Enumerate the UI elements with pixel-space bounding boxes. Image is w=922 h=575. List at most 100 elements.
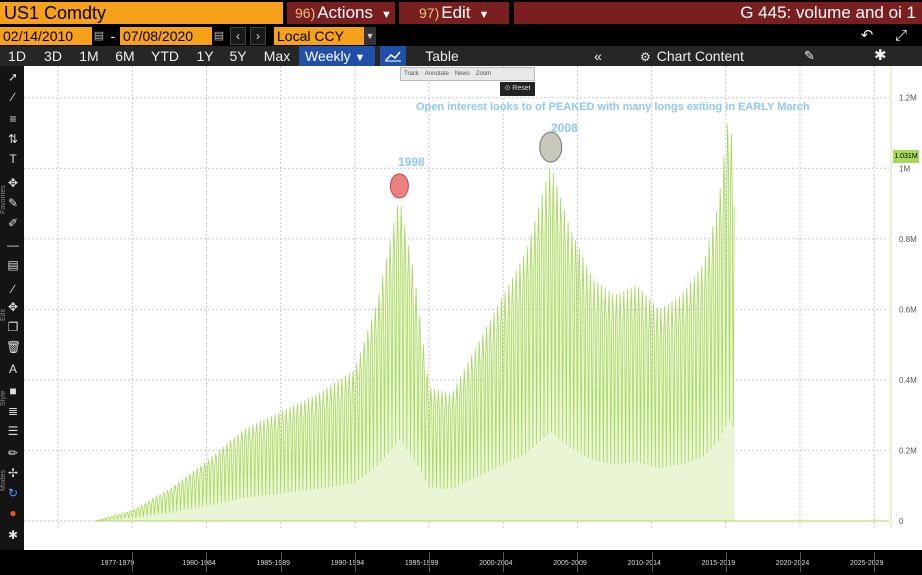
color-mode-icon[interactable]: ●	[9, 506, 17, 520]
currency-dropdown-icon[interactable]: ▼	[364, 27, 376, 45]
y-tick-label: 0.2M	[899, 446, 917, 455]
annotation-2008-label: 2008	[551, 121, 578, 135]
actions-label: Actions	[317, 3, 373, 22]
x-tick-separator	[874, 552, 876, 572]
annotation-peak-text: Open interest looks to of PEAKED with ma…	[416, 101, 810, 113]
pointer-tool-icon[interactable]: ➚	[7, 70, 19, 84]
line-tool-icon[interactable]: ∕	[11, 90, 14, 104]
y-tick-label: 0.6M	[899, 305, 917, 314]
edit-label: Edit	[441, 3, 471, 22]
text-tool-icon[interactable]: T	[9, 152, 17, 166]
x-tick-label: 2020-2024	[775, 560, 810, 567]
x-tick-label: 2025-2029	[849, 560, 884, 567]
panel-settings-icon[interactable]: ✱	[7, 528, 19, 542]
copy-tool-icon[interactable]: ❐	[7, 320, 19, 334]
period-3d[interactable]: 3D	[44, 48, 62, 64]
annotation-1998-label: 1998	[398, 155, 425, 169]
start-date-input[interactable]: 02/14/2010	[0, 27, 92, 45]
chart-view-button[interactable]	[380, 46, 406, 66]
end-calendar-icon[interactable]: ▤	[213, 30, 225, 42]
y-tick-label: 0.8M	[899, 235, 917, 244]
oi-series-line	[95, 124, 735, 522]
period-1y[interactable]: 1Y	[196, 48, 214, 64]
period-1m[interactable]: 1M	[79, 48, 99, 64]
edit-line-icon[interactable]: ∕	[11, 282, 14, 296]
channel-tool-icon[interactable]: ⇅	[7, 132, 19, 146]
last-value-tag: 1.031M	[893, 150, 919, 163]
date-separator: -	[110, 28, 116, 44]
x-tick-separator	[503, 552, 505, 572]
edit-pen-icon[interactable]: ✎	[804, 48, 815, 63]
start-calendar-icon[interactable]: ▤	[93, 30, 105, 42]
chart-content-icon: ⚙	[640, 50, 651, 64]
reset-icon: ⊙	[504, 85, 511, 92]
news-mode-button[interactable]: News	[454, 71, 470, 77]
bars-tool-icon[interactable]: ▤	[7, 258, 19, 272]
move-tool-icon[interactable]: ✥	[7, 300, 19, 314]
edit-number: 97)	[419, 5, 440, 21]
track-mode-button[interactable]: Track	[404, 71, 419, 77]
x-tick-label: 2015-2019	[701, 560, 736, 567]
actions-caret-icon: ▼	[380, 9, 392, 21]
y-tick-label: 0.4M	[899, 376, 917, 385]
x-tick-separator	[206, 552, 208, 572]
line-chart-icon	[385, 51, 401, 62]
pen-tool-icon[interactable]: ✎	[7, 196, 19, 210]
hline-tool-icon[interactable]: —	[7, 238, 19, 252]
back-arrow-button[interactable]: ‹	[230, 27, 246, 45]
lines-style-icon[interactable]: ≣	[7, 404, 19, 418]
reset-zoom-button[interactable]: ⊙ Reset	[500, 82, 535, 96]
pencil-mode-icon[interactable]: ✏	[7, 446, 19, 460]
chart-content-button[interactable]: ⚙ Chart Content	[640, 46, 760, 66]
brush-tool-icon[interactable]: ✐	[7, 216, 19, 230]
chart-mode-toolbar: Track Annotate News Zoom	[400, 67, 535, 81]
ticker-field[interactable]: US1 Comdty	[0, 2, 283, 24]
actions-number: 96)	[295, 5, 316, 21]
chart-panel[interactable]: 0 0.2M 0.4M 0.6M 0.8M 1M 1.2M	[24, 66, 922, 550]
collapse-panel-icon[interactable]: «	[594, 48, 602, 64]
x-tick-label: 2005-2009	[553, 560, 587, 567]
frequency-caret-icon: ▼	[354, 52, 366, 64]
period-max[interactable]: Max	[263, 48, 291, 64]
period-5y[interactable]: 5Y	[229, 48, 247, 64]
delete-tool-icon[interactable]: 🗑	[6, 340, 22, 354]
oi-area-fill	[95, 124, 735, 521]
table-view-button[interactable]: Table	[425, 48, 459, 64]
currency-select[interactable]: Local CCY	[274, 27, 364, 45]
volume-oi-chart: 0 0.2M 0.4M 0.6M 0.8M 1M 1.2M	[24, 66, 917, 528]
list-style-icon[interactable]: ☰	[7, 424, 19, 438]
settings-gear-icon[interactable]: ✱	[874, 47, 887, 64]
fullscreen-icon[interactable]: ⤢	[894, 27, 907, 44]
font-tool-icon[interactable]: A	[8, 362, 17, 376]
end-date-input[interactable]: 07/08/2020	[120, 27, 212, 45]
chart-toolbar	[0, 46, 922, 66]
annotate-mode-button[interactable]: Annotate	[424, 71, 449, 77]
x-tick-label: 2000-2004	[479, 560, 513, 567]
frequency-label: Weekly	[305, 48, 351, 64]
period-ytd[interactable]: YTD	[151, 48, 179, 64]
x-tick-separator	[725, 552, 727, 572]
frequency-select[interactable]: Weekly ▼	[299, 46, 375, 66]
actions-menu-button[interactable]: 96) Actions ▼	[287, 2, 395, 24]
period-1d[interactable]: 1D	[8, 48, 26, 64]
y-tick-label: 1M	[899, 164, 910, 173]
fib-tool-icon[interactable]: ≡	[9, 112, 17, 126]
x-tick-label: 2010-2014	[627, 560, 661, 567]
fill-tool-icon[interactable]: ■	[9, 384, 17, 398]
refresh-mode-icon[interactable]: ↻	[7, 486, 19, 500]
forward-arrow-button[interactable]: ›	[250, 27, 266, 45]
draw-tool-icon[interactable]: ✥	[7, 176, 19, 190]
marker-2008-circle	[539, 131, 563, 163]
undo-icon[interactable]: ↶	[860, 27, 874, 44]
chart-content-label: Chart Content	[656, 48, 744, 64]
zoom-mode-button[interactable]: Zoom	[475, 71, 492, 77]
x-tick-separator	[280, 552, 282, 572]
reset-label: Reset	[512, 85, 531, 92]
x-tick-label: 1995-1999	[404, 560, 439, 567]
edit-menu-button[interactable]: 97) Edit ▼	[399, 2, 509, 24]
x-tick-label: 1977-1979	[100, 560, 135, 567]
period-6m[interactable]: 6M	[115, 48, 135, 64]
crosshair-mode-icon[interactable]: ✢	[7, 466, 19, 480]
y-tick-label: 1.2M	[899, 94, 917, 103]
x-tick-separator	[651, 552, 653, 572]
